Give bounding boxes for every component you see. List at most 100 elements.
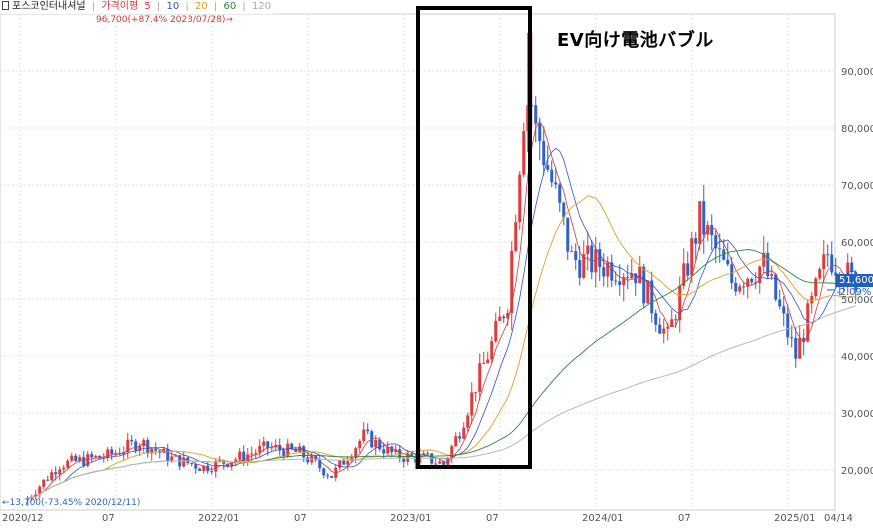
candle-body bbox=[562, 202, 566, 218]
candle-body bbox=[234, 459, 238, 463]
candle-body bbox=[66, 460, 70, 468]
candle-body bbox=[654, 313, 658, 325]
candle-body bbox=[730, 264, 734, 283]
candle-body bbox=[782, 306, 786, 314]
candle-body bbox=[690, 238, 694, 276]
candle-body bbox=[238, 451, 242, 460]
x-tick-label: 04/14 bbox=[824, 513, 853, 524]
candle-body bbox=[458, 436, 462, 439]
candle-body bbox=[510, 250, 514, 313]
candle-body bbox=[366, 429, 370, 432]
candle-body bbox=[630, 273, 634, 279]
candle-body bbox=[106, 449, 110, 458]
candle-body bbox=[506, 312, 510, 319]
candle-body bbox=[662, 328, 666, 334]
candle-body bbox=[414, 455, 418, 463]
candle-body bbox=[202, 465, 206, 471]
candle-body bbox=[738, 286, 742, 292]
candle-body bbox=[50, 472, 54, 481]
candle-body bbox=[770, 274, 774, 277]
candle-body bbox=[434, 463, 438, 465]
ma120-line bbox=[27, 305, 856, 500]
candle-body bbox=[682, 263, 686, 286]
candle-body bbox=[378, 439, 382, 450]
candle-body bbox=[426, 453, 430, 455]
candle-body bbox=[186, 457, 190, 464]
candle-body bbox=[74, 455, 78, 461]
candle-body bbox=[34, 494, 38, 497]
candle-body bbox=[42, 479, 46, 487]
candle-body bbox=[566, 217, 570, 252]
candle-body bbox=[130, 439, 134, 442]
candle-body bbox=[702, 201, 706, 235]
candle-body bbox=[198, 468, 202, 471]
candle-body bbox=[542, 141, 546, 166]
candle-body bbox=[442, 461, 446, 465]
candle-body bbox=[210, 471, 214, 473]
legend-ma20: 20 bbox=[194, 1, 208, 12]
candle-body bbox=[70, 455, 74, 461]
y-tick-label: 50,000 bbox=[841, 295, 873, 306]
bubble-annotation: EV向け電池バブル bbox=[557, 30, 714, 51]
candle-body bbox=[254, 452, 258, 454]
candle-body bbox=[354, 448, 358, 458]
candle-body bbox=[634, 273, 638, 284]
candle-body bbox=[94, 455, 98, 458]
candle-body bbox=[386, 446, 390, 454]
candle-body bbox=[610, 262, 614, 281]
candle-body bbox=[538, 123, 542, 142]
candle-body bbox=[750, 278, 754, 283]
candle-body bbox=[226, 463, 230, 467]
candle-body bbox=[150, 448, 154, 454]
candle-body bbox=[686, 263, 690, 276]
candle-body bbox=[786, 313, 790, 338]
candle-body bbox=[438, 461, 442, 464]
candle-body bbox=[822, 254, 826, 270]
candle-body bbox=[190, 463, 194, 465]
candle-body bbox=[462, 427, 466, 439]
legend-separator: | bbox=[242, 1, 246, 12]
candle-body bbox=[486, 359, 490, 363]
candle-body bbox=[342, 460, 346, 465]
candle-body bbox=[274, 444, 278, 448]
current-change-badge: -2.09% bbox=[836, 287, 872, 298]
candle-body bbox=[474, 391, 478, 393]
candle-body bbox=[526, 105, 530, 132]
legend-separator: | bbox=[185, 1, 189, 12]
candle-body bbox=[194, 464, 198, 469]
candle-body bbox=[170, 456, 174, 462]
candle-body bbox=[722, 249, 726, 260]
candle-body bbox=[546, 165, 550, 170]
current-price-badge: 51,600 bbox=[836, 274, 873, 287]
candle-body bbox=[402, 458, 406, 462]
candle-body bbox=[142, 440, 146, 447]
candle-body bbox=[582, 254, 586, 278]
y-tick-label: 40,000 bbox=[841, 352, 873, 363]
candle-body bbox=[638, 266, 642, 284]
candle-body bbox=[382, 449, 386, 454]
candle-legend-icon bbox=[2, 1, 9, 10]
y-tick-label: 80,000 bbox=[841, 124, 873, 135]
candle-body bbox=[558, 184, 562, 203]
candle-body bbox=[122, 452, 126, 455]
candle-body bbox=[218, 460, 222, 462]
candle-body bbox=[514, 222, 518, 251]
candle-body bbox=[86, 454, 90, 466]
candle-body bbox=[678, 285, 682, 321]
candle-body bbox=[230, 462, 234, 467]
candle-body bbox=[90, 454, 94, 458]
candle-body bbox=[494, 320, 498, 342]
candle-body bbox=[718, 248, 722, 250]
candle-body bbox=[814, 278, 818, 296]
candle-body bbox=[258, 445, 262, 453]
candle-body bbox=[650, 280, 654, 314]
y-tick-label: 90,000 bbox=[841, 67, 873, 78]
y-tick-label: 60,000 bbox=[841, 238, 873, 249]
candle-body bbox=[390, 446, 394, 453]
candle-body bbox=[554, 182, 558, 185]
min-price-label: ←13,700(-73.45% 2020/12/11) bbox=[2, 498, 140, 508]
candle-body bbox=[642, 266, 646, 304]
candle-body bbox=[126, 439, 130, 453]
